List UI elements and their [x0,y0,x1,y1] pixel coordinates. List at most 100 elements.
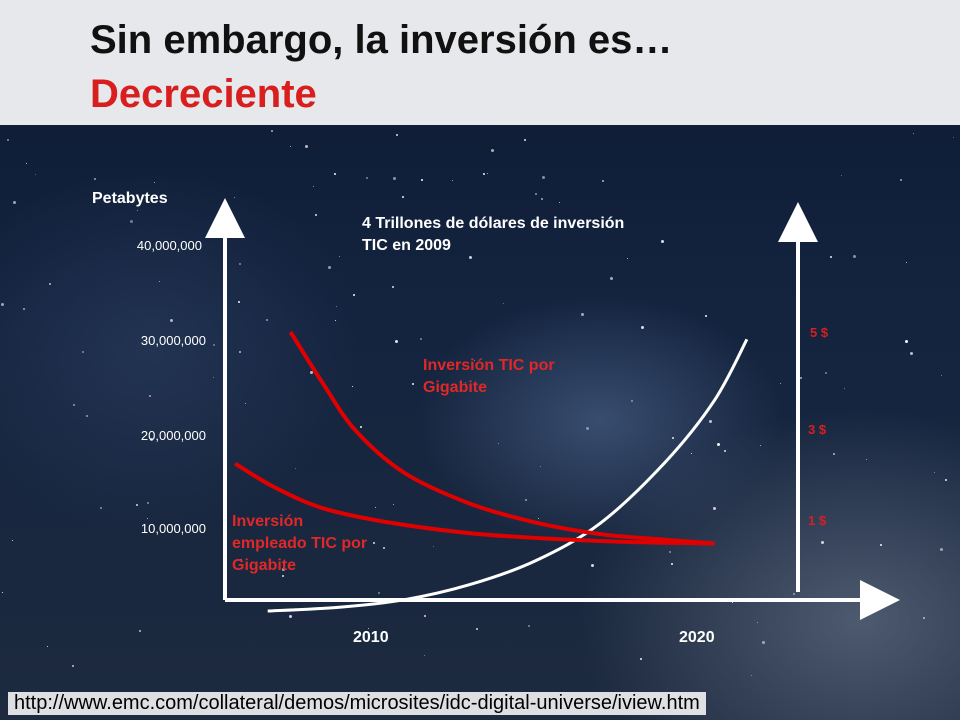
star-dot [393,504,394,505]
y-tick-label: 40,000,000 [136,238,202,253]
star-dot [150,438,153,441]
star-dot [661,240,664,243]
star-dot [709,420,712,423]
star-dot [821,541,824,544]
star-dot [591,564,594,567]
title-bar: Sin embargo, la inversión es… Decrecient… [0,0,960,125]
employee-investment-per-gigabyte-curve [234,461,715,546]
star-dot [713,507,716,510]
y-tick-label: 20,000,000 [140,428,206,443]
star-dot [671,563,673,565]
right-tick-label: 1 $ [808,513,827,528]
star-dot [313,186,314,187]
y-tick-label: 10,000,000 [140,521,206,536]
star-dot [393,177,396,180]
star-dot [424,655,425,656]
star-dot [538,518,539,519]
star-dot [751,675,752,676]
source-url[interactable]: http://www.emc.com/collateral/demos/micr… [8,692,706,715]
star-dot [913,133,914,134]
star-dot [672,437,674,439]
star-dot [953,137,954,138]
star-dot [469,256,472,259]
star-dot [266,319,268,321]
star-dot [602,180,604,182]
star-dot [100,507,102,509]
star-dot [421,179,423,181]
star-dot [373,542,375,544]
data-growth-curve [267,338,749,613]
star-dot [170,319,173,322]
star-dot [360,426,362,428]
star-dot [910,352,913,355]
star-dot [452,180,453,181]
star-dot [923,617,925,619]
star-dot [305,145,308,148]
star-dot [328,266,331,269]
star-dot [26,163,27,164]
x-tick-label: 2010 [353,629,389,646]
star-dot [213,344,215,346]
star-dot [412,383,414,385]
star-dot [940,548,943,551]
star-dot [524,139,526,141]
star-dot [86,415,88,417]
star-dot [833,453,835,455]
star-dot [23,308,25,310]
star-dot [483,173,485,175]
star-dot [476,628,478,630]
star-dot [528,625,530,627]
star-dot [757,622,758,623]
star-dot [465,382,466,383]
star-dot [760,445,761,446]
star-dot [581,313,584,316]
star-dot [73,404,75,406]
star-dot [368,628,369,629]
star-dot [396,134,398,136]
star-dot [705,315,707,317]
total-investment-annotation: 4 Trillones de dólares de inversión TIC … [362,215,625,254]
star-dot [880,544,882,546]
star-dot [641,326,644,329]
star-dot [49,283,51,285]
star-dot [234,197,235,198]
star-dot [245,403,246,404]
star-dot [906,262,907,263]
star-dot [825,372,827,374]
star-dot [289,615,292,618]
star-dot [905,340,908,343]
star-dot [433,546,434,547]
star-dot [1,303,4,306]
star-dot [487,173,488,174]
star-dot [282,568,285,571]
star-dot [378,592,380,594]
star-dot [503,303,504,304]
y-tick-label: 30,000,000 [140,333,206,348]
y-axis-title: Petabytes [92,190,168,207]
star-dot [239,263,241,265]
star-dot [853,255,856,258]
star-dot [540,466,541,467]
star-dot [47,646,48,647]
star-dot [213,377,214,378]
per-gigabyte-annotation: Inversión TIC por Gigabite [423,357,555,396]
star-dot [830,256,832,258]
star-dot [94,178,96,180]
star-dot [239,351,241,353]
star-dot [762,641,765,644]
star-dot [72,665,74,667]
star-dot [139,630,141,632]
star-dot [717,443,720,446]
right-tick-label: 3 $ [808,422,827,437]
star-dot [941,375,942,376]
star-dot [640,658,642,660]
star-dot [900,179,902,181]
star-dot [542,176,545,179]
star-dot [315,214,317,216]
star-dot [610,277,613,280]
star-dot [147,518,148,519]
star-dot [474,360,475,361]
star-dot [844,388,845,389]
star-dot [282,575,284,577]
